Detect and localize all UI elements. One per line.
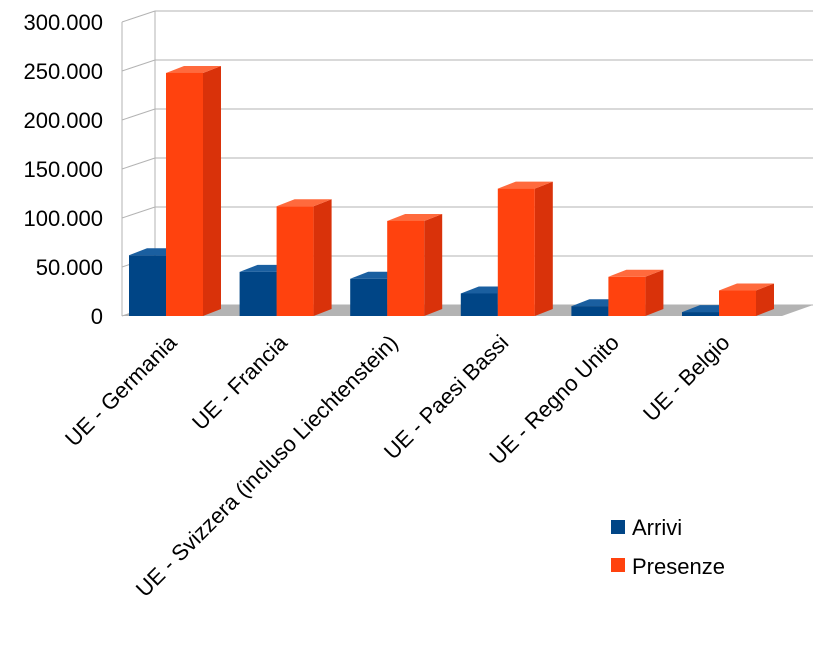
gridline-side <box>121 108 156 121</box>
bar-presenze-2 <box>387 213 443 316</box>
y-tick-label: 50.000 <box>36 255 103 280</box>
y-tick-label: 250.000 <box>23 59 103 84</box>
x-tick-label: UE - Belgio <box>638 330 734 426</box>
y-axis-ticks: 0 50.000 100.000 150.000 200.000 250.000 300.0… <box>23 10 103 329</box>
bar-front <box>682 312 719 316</box>
bar-presenze-4 <box>608 269 664 316</box>
grid <box>121 10 813 317</box>
bar-presenze-5 <box>719 283 774 316</box>
bar-side <box>756 283 774 316</box>
bar-front <box>387 220 425 316</box>
bar-top <box>497 181 553 189</box>
bars <box>129 65 774 317</box>
bar-top <box>387 213 443 221</box>
bar-presenze-0 <box>166 65 221 317</box>
bar-front <box>129 255 166 316</box>
bar-presenze-1 <box>276 199 332 316</box>
bar-presenze-3 <box>497 181 553 316</box>
bar-top <box>166 65 221 73</box>
legend-swatch-presenze <box>611 558 625 572</box>
bar-side <box>424 213 443 316</box>
legend-label-presenze: Presenze <box>632 554 725 579</box>
gridline-side <box>121 157 156 170</box>
legend-swatch-arrivi <box>611 520 625 534</box>
gridline-side <box>121 59 156 72</box>
bar-front <box>239 271 277 316</box>
y-tick-label: 150.000 <box>23 157 103 182</box>
bar-side <box>534 181 553 316</box>
bar-top <box>276 199 332 207</box>
bar-front <box>719 290 756 316</box>
legend-label-arrivi: Arrivi <box>632 515 682 540</box>
bar-side <box>645 269 664 316</box>
bar-front <box>460 293 498 316</box>
bar-front <box>497 188 535 316</box>
bar-side <box>313 199 332 316</box>
y-tick-label: 200.000 <box>23 108 103 133</box>
x-tick-label: UE - Germania <box>60 329 182 451</box>
bar-top <box>719 283 774 291</box>
y-tick-label: 0 <box>91 304 103 329</box>
gridline-side <box>121 10 156 23</box>
bar-side <box>203 65 221 317</box>
bar-front <box>166 72 203 317</box>
y-tick-label: 100.000 <box>23 206 103 231</box>
bar-top <box>608 269 664 277</box>
legend: Arrivi Presenze <box>611 515 725 579</box>
bar-front <box>350 278 388 316</box>
bar-front <box>571 306 609 316</box>
bar-front <box>276 206 314 316</box>
y-tick-label: 300.000 <box>23 10 103 35</box>
bar-front <box>608 276 646 316</box>
gridline-side <box>121 206 156 219</box>
x-tick-label: UE - Francia <box>187 329 293 435</box>
